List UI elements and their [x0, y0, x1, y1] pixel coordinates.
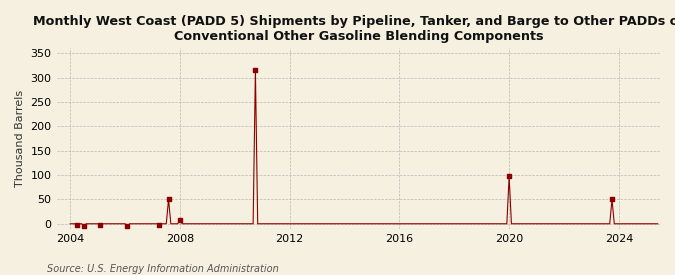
Point [95, 223, 105, 227]
Point [78, 224, 89, 229]
Point [607, 197, 618, 202]
Point [163, 197, 174, 202]
Point [72, 223, 82, 227]
Title: Monthly West Coast (PADD 5) Shipments by Pipeline, Tanker, and Barge to Other PA: Monthly West Coast (PADD 5) Shipments by… [32, 15, 675, 43]
Point [154, 223, 165, 227]
Point [122, 224, 133, 229]
Text: Source: U.S. Energy Information Administration: Source: U.S. Energy Information Administ… [47, 264, 279, 274]
Point [250, 68, 261, 72]
Y-axis label: Thousand Barrels: Thousand Barrels [15, 90, 25, 187]
Point [504, 174, 514, 179]
Point [175, 218, 186, 222]
